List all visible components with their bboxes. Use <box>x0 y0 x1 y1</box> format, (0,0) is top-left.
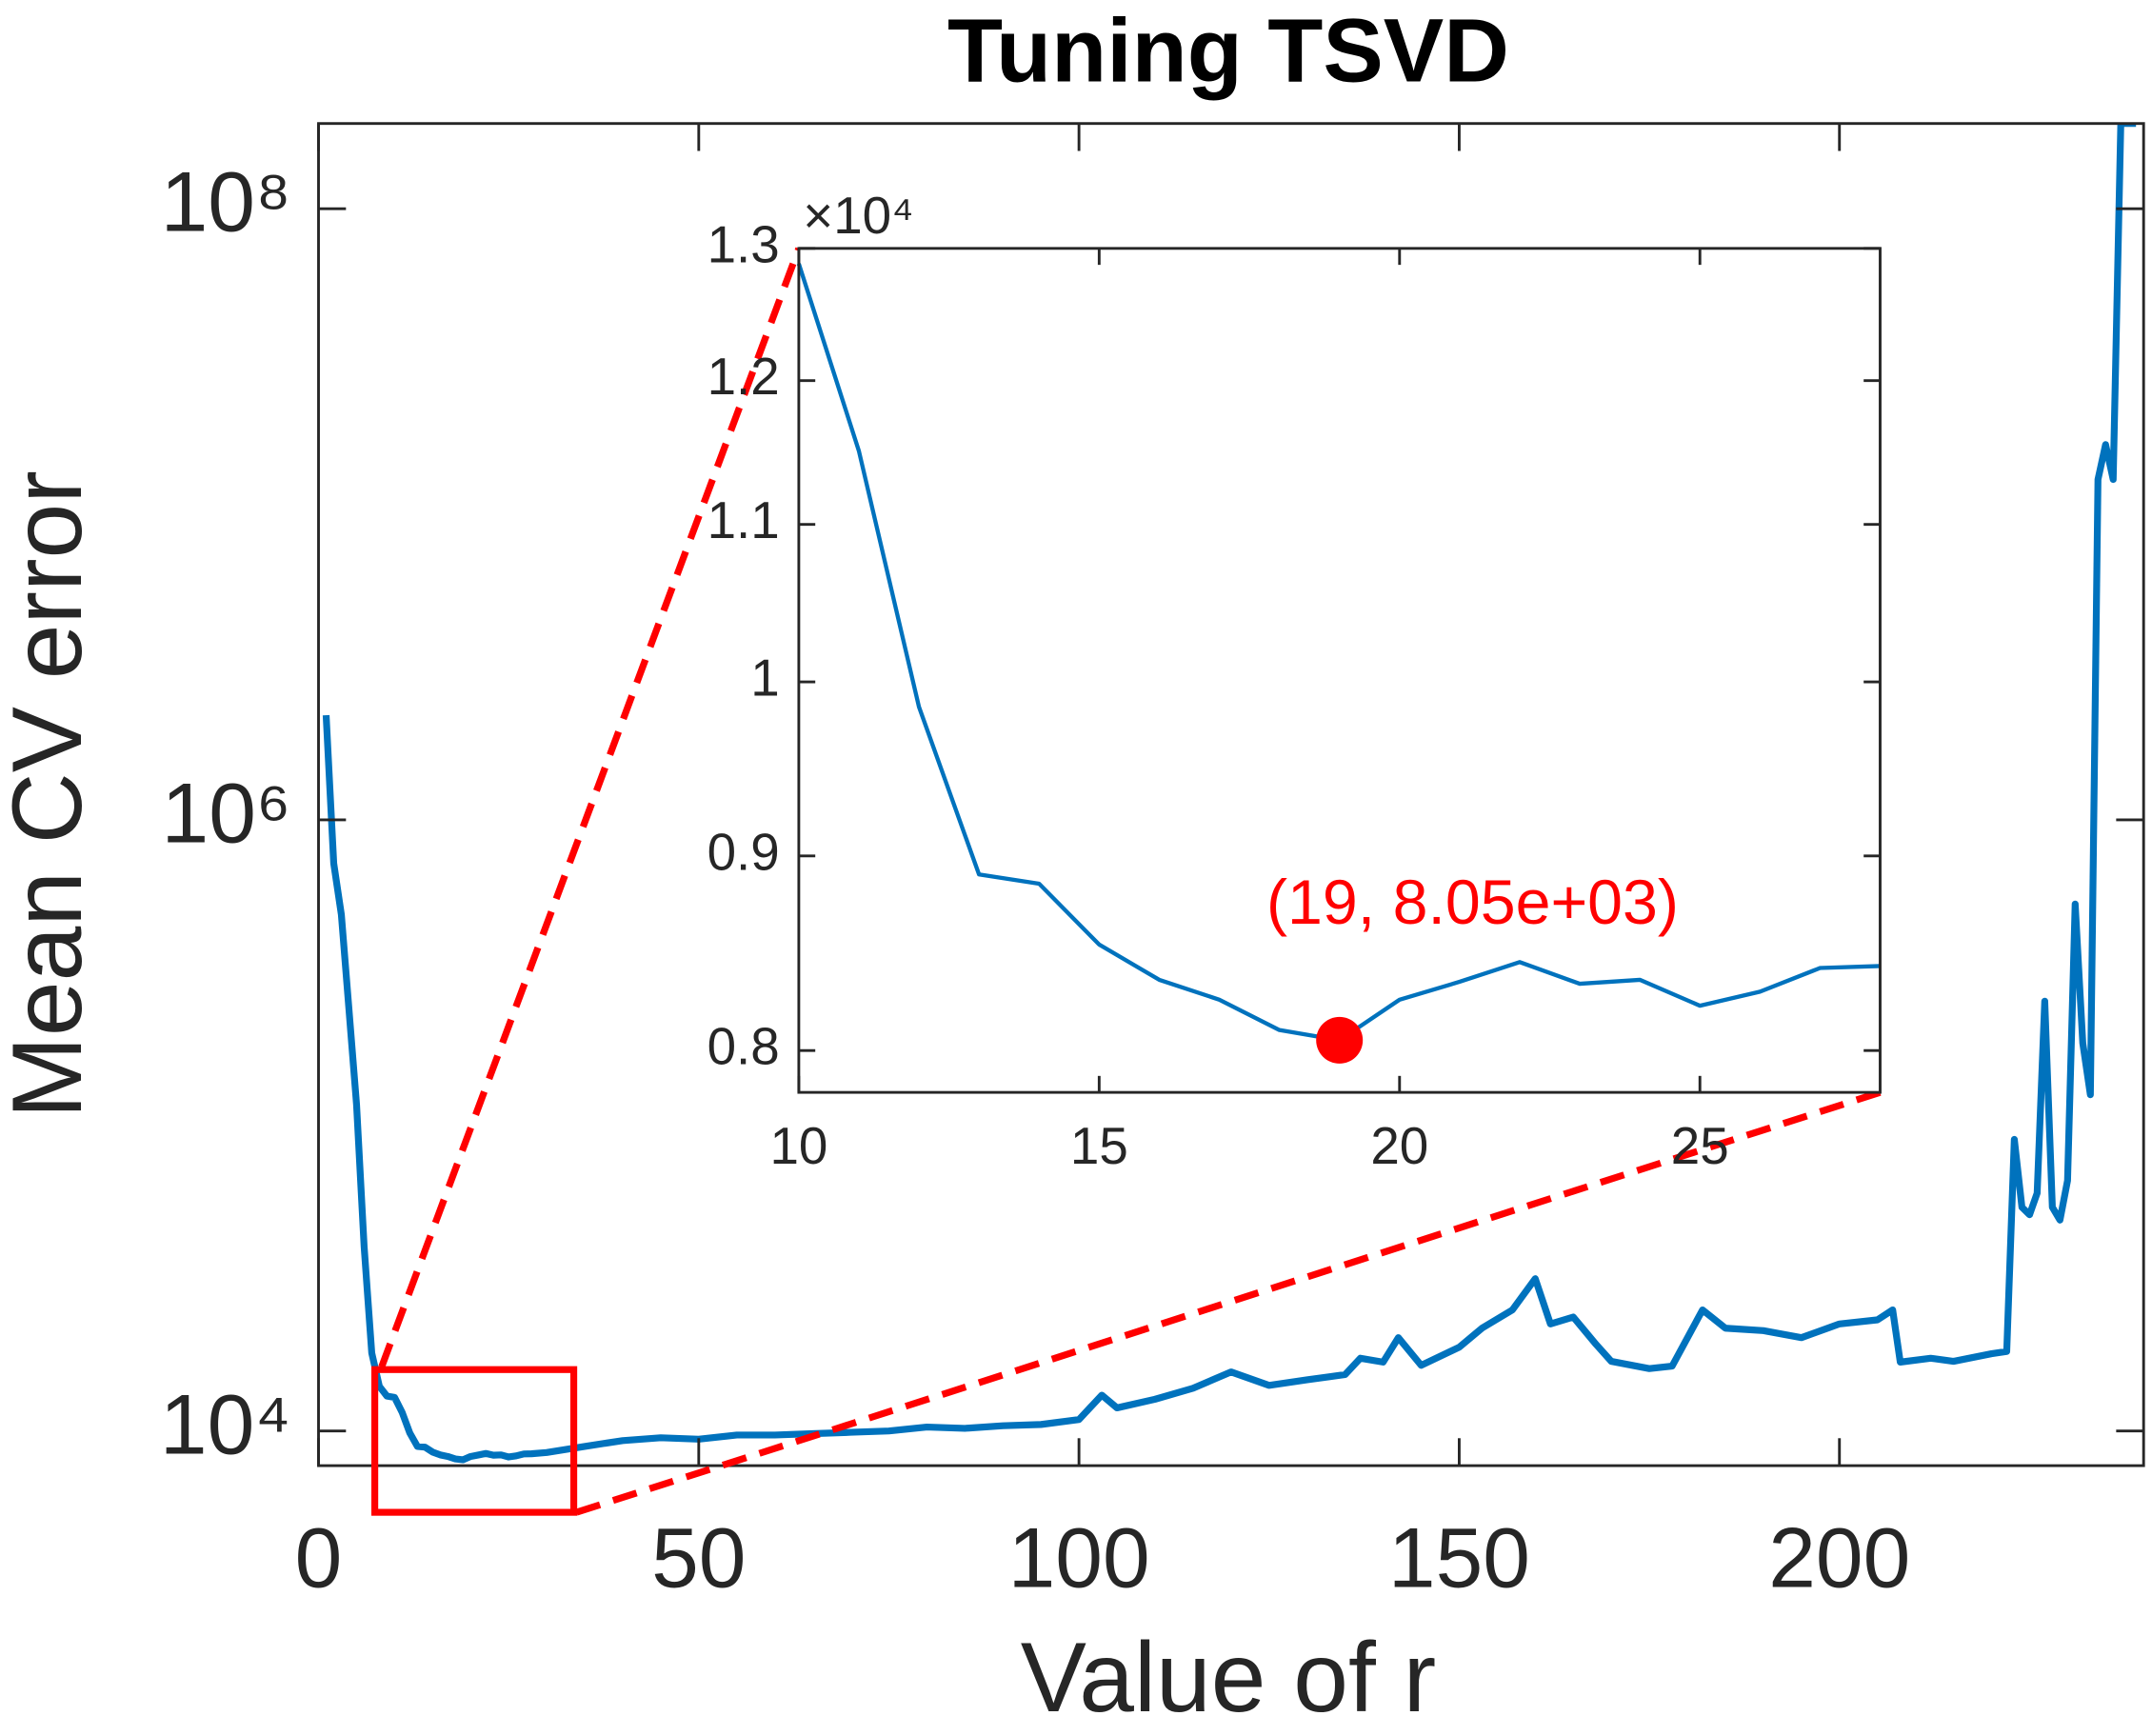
y-multiplier: ×10⁴ <box>803 186 913 245</box>
inset-plot: 10 15 20 25 0.8 0.9 1 1.1 1.2 1.3 (19, 8.05e+03) <box>707 214 1882 1175</box>
zoom-box <box>370 1366 578 1516</box>
axes-frame <box>797 247 1882 1094</box>
x-tick-label: 25 <box>1671 1116 1729 1175</box>
y-tick-label: 10⁴ <box>160 1376 291 1471</box>
chart-title: Tuning TSVD <box>947 1 1509 102</box>
y-tick-label: 1.3 <box>707 214 780 273</box>
x-tick-label: 100 <box>1008 1509 1150 1605</box>
y-tick-label: 0.9 <box>707 822 780 881</box>
plot-area <box>798 248 1881 1093</box>
y-tick-label: 10⁶ <box>162 766 291 861</box>
min-marker <box>1316 1016 1364 1064</box>
x-axis-label: Value of r <box>1021 1622 1436 1732</box>
y-tick-label: 1.2 <box>707 347 780 406</box>
y-tick-label: 1 <box>750 649 779 708</box>
x-tick-label: 150 <box>1388 1509 1530 1605</box>
x-tick-label: 50 <box>651 1509 746 1605</box>
x-tick-label: 15 <box>1070 1116 1128 1175</box>
x-tick-label: 200 <box>1768 1509 1910 1605</box>
axes-frame <box>317 122 2145 1467</box>
y-tick-label: 10⁸ <box>161 154 291 249</box>
y-tick-label: 0.8 <box>707 1017 780 1076</box>
data-line <box>322 123 2137 1464</box>
y-axis-label: Mean CV error <box>0 470 102 1118</box>
y-tick-label: 1.1 <box>707 490 780 549</box>
x-tick-label: 0 <box>295 1509 343 1605</box>
zoom-connector <box>378 247 803 1368</box>
annotation: (19, 8.05e+03) <box>1266 868 1679 938</box>
x-tick-label: 10 <box>769 1116 827 1175</box>
x-tick-label: 20 <box>1370 1116 1428 1175</box>
